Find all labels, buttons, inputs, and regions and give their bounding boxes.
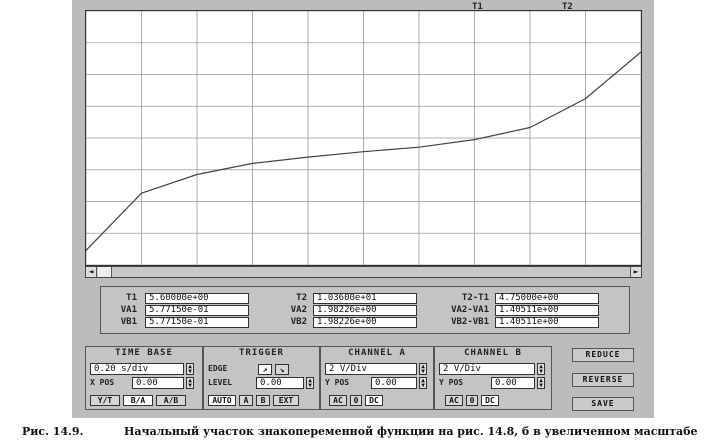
- reverse-button[interactable]: REVERSE: [572, 373, 634, 387]
- channel-b-scale[interactable]: 2 V/Div: [439, 363, 535, 375]
- channel-a-dc-button[interactable]: DC: [365, 395, 383, 406]
- horizontal-scrollbar[interactable]: ◄ ►: [85, 266, 642, 278]
- t1-value: 5.60000e+00: [145, 293, 249, 304]
- channel-b-title: CHANNEL B: [464, 348, 522, 358]
- trigger-panel: TRIGGER EDGE ↗ ↘ LEVEL 0.00 ▲ ▼ AUTO A B …: [203, 346, 320, 410]
- scroll-thumb[interactable]: [98, 267, 112, 277]
- time-base-spinner-icon[interactable]: ▲ ▼: [186, 363, 194, 375]
- delta-t-value: 4.75000e+00: [495, 293, 599, 304]
- save-button[interactable]: SAVE: [572, 397, 634, 411]
- trigger-b-button[interactable]: B: [256, 395, 270, 406]
- vb2-label: VB2: [290, 317, 307, 327]
- scroll-right-arrow-icon[interactable]: ►: [630, 267, 641, 277]
- channel-b-ypos-field[interactable]: 0.00: [491, 377, 535, 389]
- delta-va-label: VA2-VA1: [451, 305, 489, 315]
- vb1-value: 5.77150e-01: [145, 317, 249, 328]
- delta-vb-label: VB2-VB1: [451, 317, 489, 327]
- trigger-a-button[interactable]: A: [239, 395, 253, 406]
- channel-b-scale-spinner-icon[interactable]: ▲ ▼: [537, 363, 545, 375]
- mode-ba-button[interactable]: B/A: [123, 395, 153, 406]
- cursor-t1-marker[interactable]: T1: [472, 2, 483, 12]
- trigger-auto-button[interactable]: AUTO: [208, 395, 236, 406]
- screen-grid: [85, 10, 642, 266]
- time-base-panel: TIME BASE 0.20 s/div ▲ ▼ X POS 0.00 ▲ ▼ Y/…: [85, 346, 203, 410]
- x-pos-field[interactable]: 0.00: [132, 377, 184, 389]
- waveform-trace: [85, 51, 642, 251]
- channel-b-ypos-spinner-icon[interactable]: ▲ ▼: [537, 377, 545, 389]
- oscilloscope-screen: [85, 10, 642, 266]
- delta-t-label: T2-T1: [461, 293, 489, 303]
- time-base-scale[interactable]: 0.20 s/div: [90, 363, 184, 375]
- waveform-plot: [85, 10, 642, 266]
- channel-a-ypos-spinner-icon[interactable]: ▲ ▼: [419, 377, 427, 389]
- t1-label: T1: [126, 293, 137, 303]
- channel-a-title: CHANNEL A: [348, 348, 406, 358]
- time-base-title: TIME BASE: [115, 348, 173, 358]
- va2-label: VA2: [290, 305, 307, 315]
- reduce-button[interactable]: REDUCE: [572, 348, 634, 362]
- trigger-ext-button[interactable]: EXT: [273, 395, 299, 406]
- channel-a-ac-button[interactable]: AC: [329, 395, 347, 406]
- channel-a-ypos-field[interactable]: 0.00: [371, 377, 417, 389]
- channel-b-zero-button[interactable]: 0: [466, 395, 478, 406]
- edge-falling-icon[interactable]: ↘: [275, 364, 289, 375]
- mode-ab-button[interactable]: A/B: [156, 395, 186, 406]
- mode-yt-button[interactable]: Y/T: [90, 395, 120, 406]
- va2-value: 1.98226e+00: [313, 305, 417, 316]
- edge-rising-icon[interactable]: ↗: [258, 364, 272, 375]
- channel-a-scale[interactable]: 2 V/Div: [325, 363, 417, 375]
- level-label: LEVEL: [208, 378, 233, 387]
- t2-label: T2: [296, 293, 307, 303]
- va1-value: 5.77150e-01: [145, 305, 249, 316]
- edge-label: EDGE: [208, 364, 228, 373]
- channel-a-zero-button[interactable]: 0: [350, 395, 362, 406]
- channel-a-ypos-label: Y POS: [325, 378, 350, 387]
- channel-b-dc-button[interactable]: DC: [481, 395, 499, 406]
- channel-b-panel: CHANNEL B 2 V/Div ▲ ▼ Y POS 0.00 ▲ ▼ AC 0 …: [434, 346, 552, 410]
- caption-label: Рис. 14.9.: [22, 425, 84, 438]
- trigger-title: TRIGGER: [239, 348, 284, 358]
- delta-vb-value: 1.40511e+00: [495, 317, 599, 328]
- t2-value: 1.03600e+01: [313, 293, 417, 304]
- level-field[interactable]: 0.00: [256, 377, 304, 389]
- x-pos-spinner-icon[interactable]: ▲ ▼: [186, 377, 194, 389]
- level-spinner-icon[interactable]: ▲ ▼: [306, 377, 314, 389]
- cursor-t2-marker[interactable]: T2: [562, 2, 573, 12]
- channel-a-panel: CHANNEL A 2 V/Div ▲ ▼ Y POS 0.00 ▲ ▼ AC 0 …: [320, 346, 434, 410]
- cursor-readout-panel: T1 5.60000e+00 VA1 5.77150e-01 VB1 5.771…: [100, 286, 630, 334]
- scroll-left-arrow-icon[interactable]: ◄: [86, 267, 97, 277]
- x-pos-label: X POS: [90, 378, 115, 387]
- channel-b-ypos-label: Y POS: [439, 378, 464, 387]
- delta-va-value: 1.40511e+00: [495, 305, 599, 316]
- caption-text: Начальный участок знакопеременной функци…: [124, 425, 698, 438]
- figure-caption: Рис. 14.9. Начальный участок знакопереме…: [0, 423, 713, 441]
- channel-b-ac-button[interactable]: AC: [445, 395, 463, 406]
- vb1-label: VB1: [120, 317, 137, 327]
- channel-a-scale-spinner-icon[interactable]: ▲ ▼: [419, 363, 427, 375]
- vb2-value: 1.98226e+00: [313, 317, 417, 328]
- va1-label: VA1: [120, 305, 137, 315]
